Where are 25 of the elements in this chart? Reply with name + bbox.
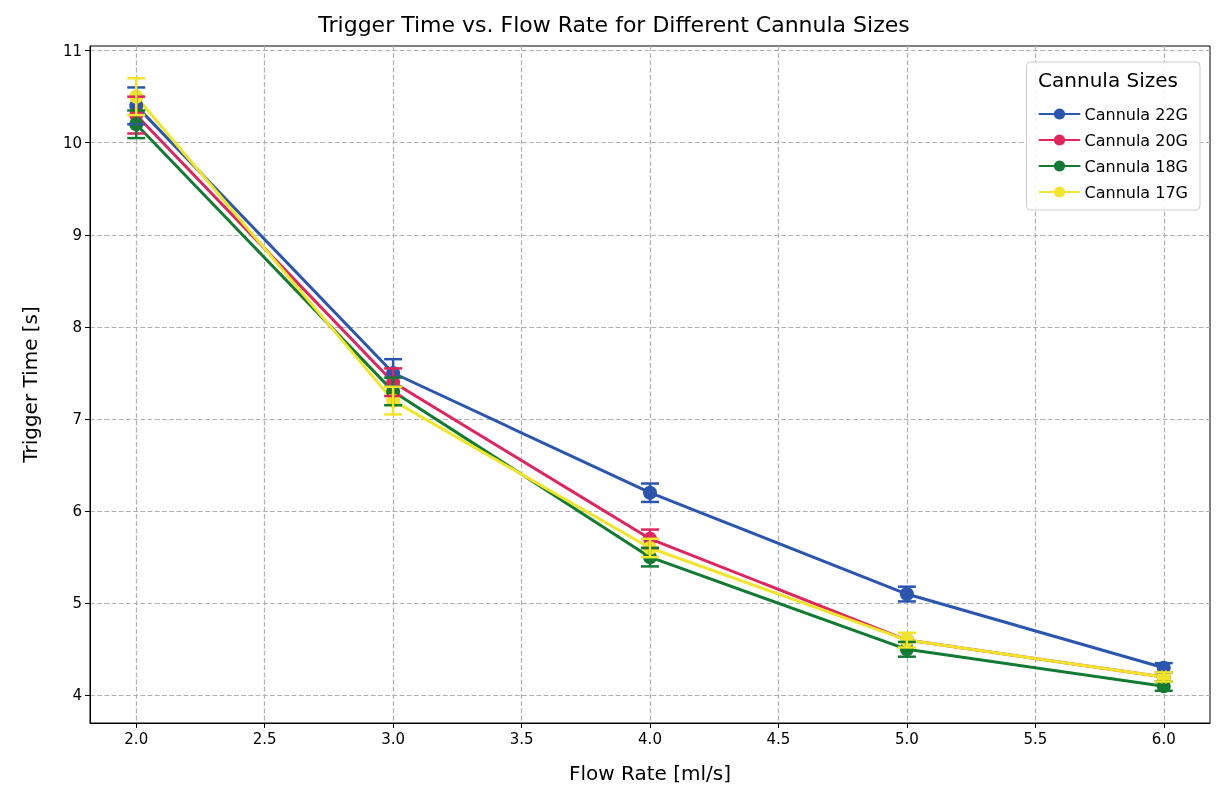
x-tick-label: 2.0 [124, 729, 149, 748]
x-axis-title: Flow Rate [ml/s] [568, 761, 732, 785]
legend-label: Cannula 20G [1084, 130, 1189, 150]
chart-title: Trigger Time vs. Flow Rate for Different Cannula Sizes [317, 11, 910, 37]
legend-label: Cannula 22G [1084, 104, 1189, 124]
y-tick-label: 11 [62, 41, 82, 60]
x-tick-label: 3.0 [381, 729, 406, 748]
y-tick-label: 4 [72, 686, 82, 705]
legend-label: Cannula 17G [1084, 182, 1189, 202]
x-tick-label: 6.0 [1151, 729, 1176, 748]
y-tick-label: 10 [62, 133, 82, 152]
x-tick-label: 4.0 [638, 729, 662, 748]
y-tick-label: 6 [72, 502, 82, 521]
x-tick-label: 2.5 [252, 729, 277, 748]
y-tick-label: 9 [72, 225, 82, 244]
x-tick-label: 5.5 [1023, 729, 1048, 748]
x-tick-label: 4.5 [766, 729, 791, 748]
legend-title: Cannula Sizes [1038, 68, 1179, 92]
x-tick-label: 3.5 [509, 729, 534, 748]
y-tick-label: 7 [72, 410, 82, 429]
y-tick-label: 8 [72, 317, 82, 336]
x-tick-label: 5.0 [894, 729, 919, 748]
y-axis-title: Trigger Time [s] [18, 306, 42, 464]
legend-label: Cannula 18G [1084, 156, 1189, 176]
y-tick-label: 5 [72, 594, 82, 613]
